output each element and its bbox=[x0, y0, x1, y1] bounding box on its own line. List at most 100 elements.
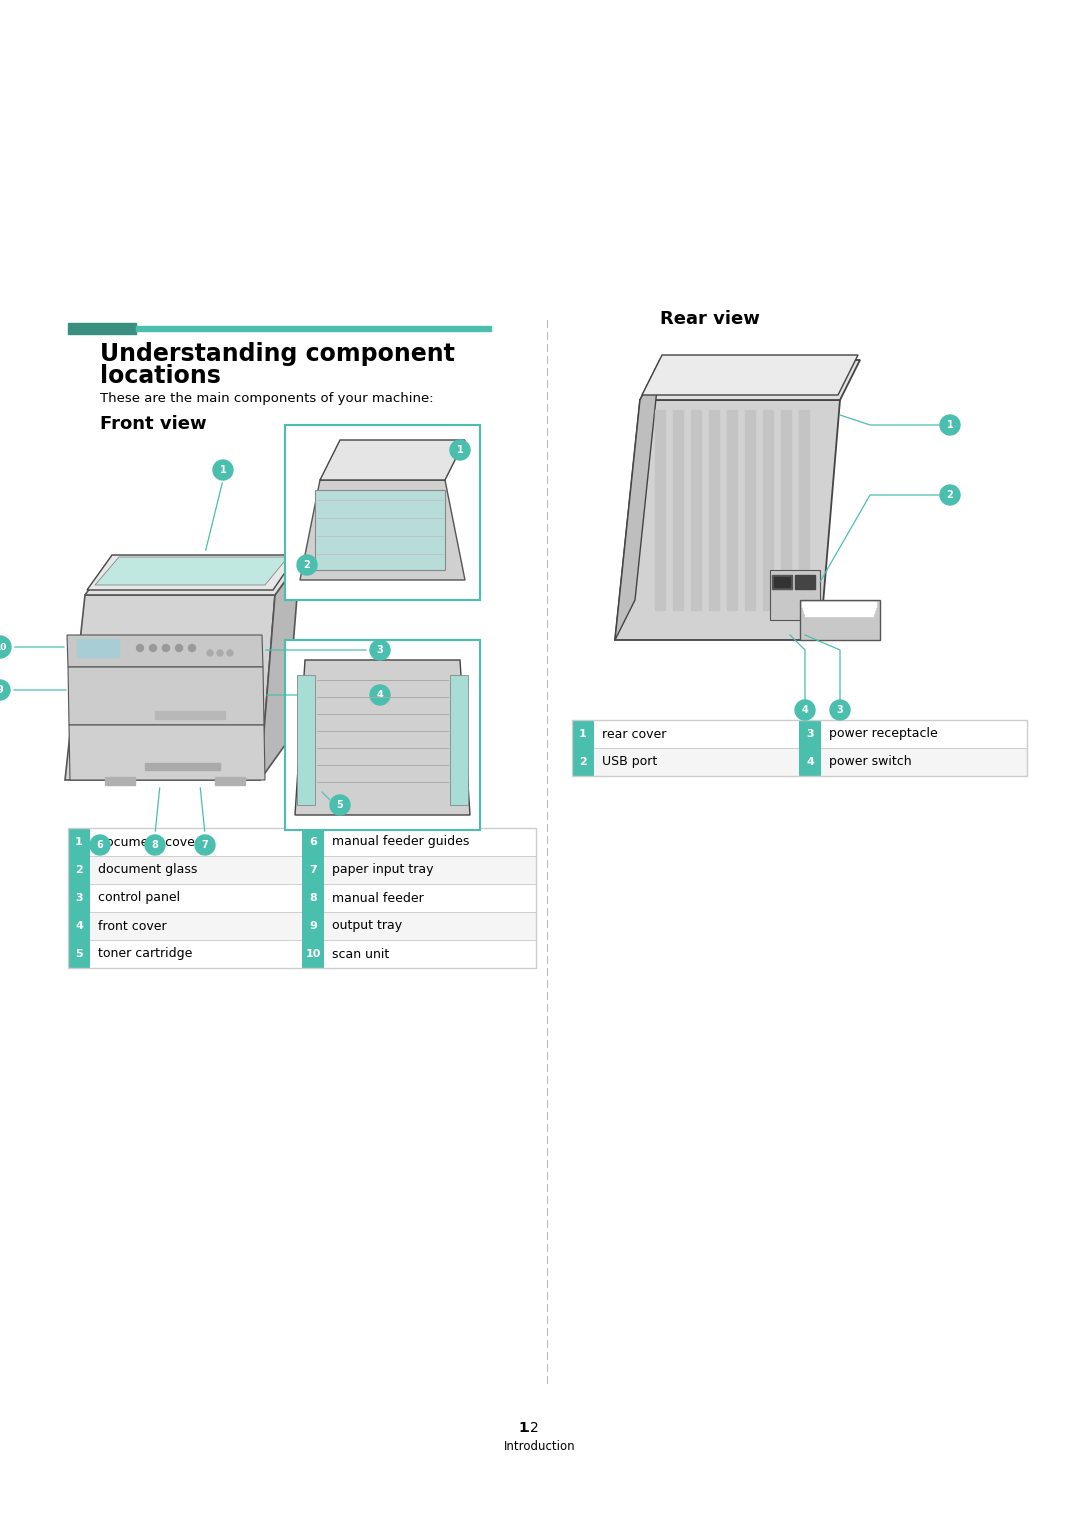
Text: Rear view: Rear view bbox=[660, 310, 760, 328]
Bar bbox=[68, 913, 90, 940]
Text: Introduction: Introduction bbox=[504, 1439, 576, 1453]
Bar bbox=[673, 410, 683, 610]
Text: power switch: power switch bbox=[829, 755, 912, 769]
Text: 1: 1 bbox=[947, 420, 954, 430]
Bar bbox=[297, 674, 315, 806]
Circle shape bbox=[0, 636, 11, 658]
Bar bbox=[68, 324, 136, 334]
Text: 5: 5 bbox=[337, 800, 343, 810]
Bar bbox=[68, 884, 536, 913]
Bar bbox=[805, 610, 873, 617]
Bar bbox=[68, 940, 90, 967]
Polygon shape bbox=[770, 571, 820, 620]
Bar bbox=[572, 720, 1027, 777]
Circle shape bbox=[0, 681, 10, 700]
Polygon shape bbox=[260, 560, 300, 780]
Bar bbox=[145, 763, 220, 771]
Text: 1: 1 bbox=[518, 1421, 528, 1434]
Polygon shape bbox=[642, 356, 858, 395]
Circle shape bbox=[189, 644, 195, 652]
Bar bbox=[799, 410, 809, 610]
Circle shape bbox=[217, 650, 222, 656]
Bar bbox=[772, 575, 792, 589]
Bar bbox=[781, 410, 791, 610]
Text: locations: locations bbox=[100, 365, 221, 388]
Circle shape bbox=[330, 795, 350, 815]
Text: 4: 4 bbox=[377, 690, 383, 700]
Bar bbox=[77, 639, 119, 658]
Circle shape bbox=[207, 650, 213, 656]
Polygon shape bbox=[65, 595, 275, 780]
Polygon shape bbox=[85, 560, 300, 595]
Polygon shape bbox=[800, 600, 880, 639]
Text: 2: 2 bbox=[530, 1421, 539, 1434]
Text: rear cover: rear cover bbox=[602, 728, 666, 740]
Text: 2: 2 bbox=[303, 560, 310, 571]
Text: 4: 4 bbox=[801, 705, 808, 716]
Text: USB port: USB port bbox=[602, 755, 658, 769]
Text: These are the main components of your machine:: These are the main components of your ma… bbox=[100, 392, 434, 404]
Polygon shape bbox=[69, 725, 265, 780]
Circle shape bbox=[90, 835, 110, 855]
Text: Understanding component: Understanding component bbox=[100, 342, 455, 366]
Bar bbox=[68, 856, 536, 884]
Text: 10: 10 bbox=[306, 949, 321, 958]
Text: 7: 7 bbox=[309, 865, 316, 874]
Circle shape bbox=[136, 644, 144, 652]
Text: 7: 7 bbox=[202, 839, 208, 850]
Bar bbox=[804, 607, 874, 613]
Polygon shape bbox=[615, 360, 660, 639]
Polygon shape bbox=[320, 439, 465, 481]
Circle shape bbox=[370, 639, 390, 661]
Bar bbox=[799, 748, 821, 777]
Bar bbox=[105, 777, 135, 784]
Text: front cover: front cover bbox=[98, 920, 166, 932]
Bar bbox=[285, 639, 480, 830]
Bar bbox=[68, 913, 536, 940]
Bar bbox=[708, 410, 719, 610]
Polygon shape bbox=[95, 557, 288, 584]
Bar bbox=[68, 856, 90, 884]
Bar bbox=[572, 748, 1027, 777]
Circle shape bbox=[227, 650, 233, 656]
Bar bbox=[68, 829, 536, 856]
Circle shape bbox=[162, 644, 170, 652]
Bar bbox=[802, 601, 876, 607]
Polygon shape bbox=[295, 661, 470, 815]
Polygon shape bbox=[87, 555, 297, 591]
Text: manual feeder: manual feeder bbox=[332, 891, 423, 905]
Circle shape bbox=[370, 685, 390, 705]
Text: manual feeder guides: manual feeder guides bbox=[332, 836, 470, 848]
Bar bbox=[285, 426, 480, 600]
Bar bbox=[68, 829, 536, 967]
Circle shape bbox=[795, 700, 815, 720]
Text: toner cartridge: toner cartridge bbox=[98, 948, 192, 960]
Polygon shape bbox=[68, 667, 264, 725]
Bar bbox=[654, 410, 665, 610]
Circle shape bbox=[940, 415, 960, 435]
Circle shape bbox=[450, 439, 470, 459]
Bar bbox=[68, 940, 536, 967]
Circle shape bbox=[831, 700, 850, 720]
Bar bbox=[302, 829, 324, 856]
Text: 6: 6 bbox=[309, 836, 316, 847]
Text: document cover: document cover bbox=[98, 836, 200, 848]
Bar bbox=[745, 410, 755, 610]
Circle shape bbox=[175, 644, 183, 652]
Text: 4: 4 bbox=[76, 922, 83, 931]
Text: 5: 5 bbox=[76, 949, 83, 958]
Bar bbox=[315, 490, 445, 571]
Text: paper input tray: paper input tray bbox=[332, 864, 433, 876]
Bar bbox=[762, 410, 773, 610]
Circle shape bbox=[213, 459, 233, 481]
Text: 3: 3 bbox=[806, 729, 814, 739]
Text: 1: 1 bbox=[457, 446, 463, 455]
Bar bbox=[691, 410, 701, 610]
Polygon shape bbox=[67, 635, 264, 667]
Bar bbox=[302, 884, 324, 913]
Text: power receptacle: power receptacle bbox=[829, 728, 937, 740]
Text: 9: 9 bbox=[309, 922, 316, 931]
Bar bbox=[572, 720, 594, 748]
Text: 8: 8 bbox=[309, 893, 316, 903]
Text: 8: 8 bbox=[151, 839, 159, 850]
